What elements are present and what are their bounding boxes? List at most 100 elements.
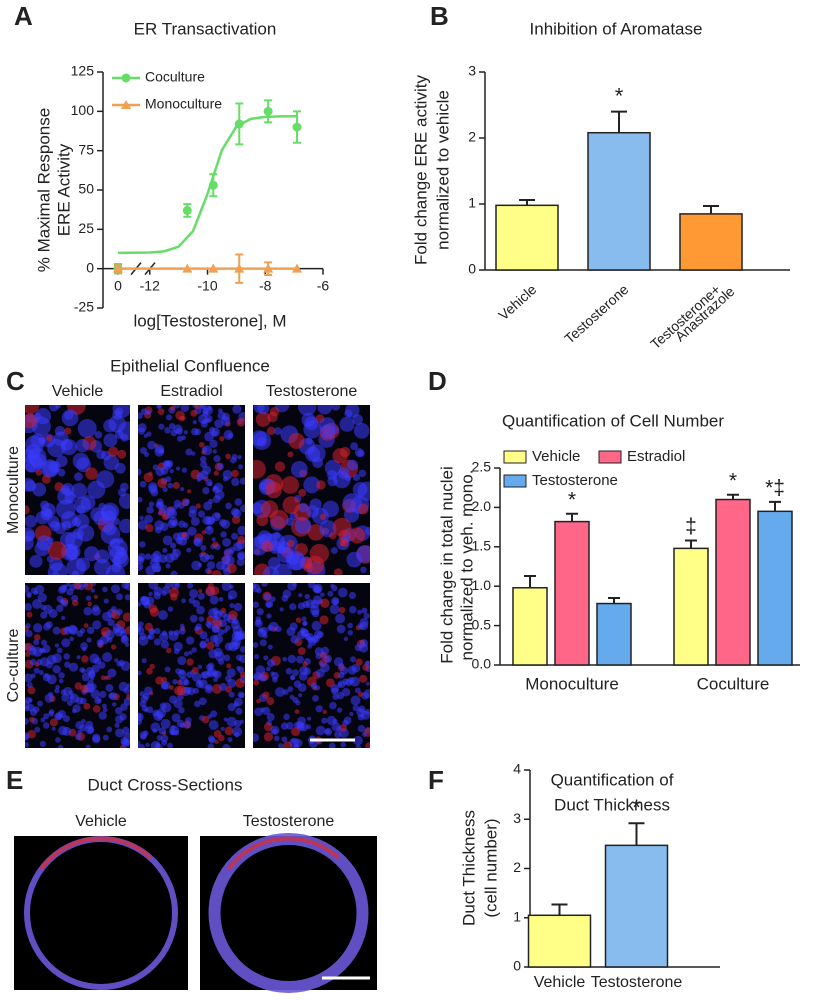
cell [168, 685, 174, 690]
cell [231, 469, 239, 478]
cell [319, 615, 329, 625]
cell [212, 607, 219, 615]
cell [256, 436, 267, 447]
cell [342, 719, 349, 727]
cell [258, 673, 266, 682]
cell [336, 624, 346, 634]
cell [357, 609, 363, 615]
cell [165, 476, 172, 483]
cell [237, 552, 245, 560]
cell [218, 682, 228, 691]
cell [360, 566, 367, 574]
cell [25, 732, 30, 740]
cell [203, 501, 213, 511]
cell [69, 583, 76, 591]
cell [205, 620, 212, 628]
cell [229, 603, 235, 609]
cell [286, 627, 296, 637]
cell [108, 446, 119, 457]
cell [223, 717, 228, 722]
cell [138, 520, 148, 531]
cell [309, 605, 320, 616]
cell [93, 558, 112, 575]
cell [218, 519, 227, 527]
cell [222, 537, 232, 547]
cell [80, 684, 89, 694]
cell [232, 617, 239, 625]
cell [115, 728, 125, 738]
cell [266, 713, 275, 722]
cell [184, 721, 192, 729]
marker [121, 100, 131, 109]
cell [357, 724, 366, 733]
cell [33, 667, 40, 674]
cell [357, 481, 370, 501]
cell [235, 707, 243, 715]
cell [28, 647, 37, 656]
cell [56, 647, 63, 654]
cell [270, 671, 275, 676]
cell [158, 610, 168, 620]
cell [138, 423, 147, 433]
cell [285, 667, 293, 675]
cell [160, 640, 170, 649]
cell [272, 676, 278, 683]
cell [253, 459, 266, 479]
cell [29, 658, 37, 666]
cell [55, 712, 64, 720]
micrograph [253, 583, 370, 748]
y-tick-label: 3 [513, 810, 521, 826]
cell [254, 707, 263, 717]
cell [61, 693, 70, 702]
cell [174, 583, 179, 587]
cell [260, 500, 279, 518]
cell [160, 718, 171, 729]
cell [179, 669, 185, 675]
cell [194, 700, 201, 708]
cell [215, 561, 226, 571]
column-label: Testosterone [266, 383, 358, 400]
cell [175, 537, 183, 545]
cell [364, 708, 370, 715]
cell [148, 633, 155, 640]
cell [226, 563, 237, 574]
cell [123, 697, 130, 706]
cell [197, 510, 205, 518]
cell [328, 742, 336, 748]
cell [138, 496, 143, 503]
cell [169, 542, 177, 549]
cell [157, 714, 163, 720]
cell [115, 546, 125, 556]
cell [87, 480, 106, 499]
y-tick-label: 0.5 [472, 616, 492, 632]
cell [333, 657, 344, 667]
cell [199, 455, 207, 463]
cell [47, 562, 68, 575]
cell [232, 509, 242, 519]
cell [25, 741, 30, 748]
cell [178, 520, 186, 528]
chart-title: Inhibition of Aromatase [530, 19, 703, 38]
cell [157, 405, 162, 409]
bar [495, 204, 559, 271]
cell [291, 738, 296, 743]
cell [362, 664, 370, 671]
cell [214, 419, 224, 429]
chart-title: Quantification of Cell Number [502, 411, 724, 430]
cell [282, 496, 301, 515]
cell [223, 628, 228, 634]
cell [100, 524, 121, 545]
x-tick-label: Monoculture [525, 674, 619, 693]
cell [204, 525, 214, 535]
cell [102, 652, 113, 663]
cell [173, 629, 180, 636]
cell [143, 472, 154, 483]
legend-label: Estradiol [627, 448, 685, 465]
cell [34, 662, 40, 667]
cell [301, 616, 307, 622]
cell [173, 699, 183, 709]
cell [274, 687, 285, 697]
cell [228, 691, 235, 698]
cell [102, 707, 108, 713]
cell [207, 662, 215, 670]
